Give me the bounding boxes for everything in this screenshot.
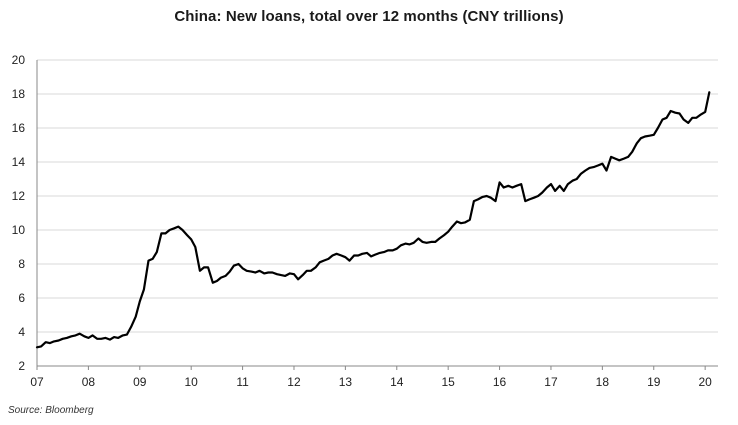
y-tick-label: 20 — [12, 53, 26, 67]
x-tick-label: 20 — [698, 375, 712, 389]
series-line-new-loans — [35, 91, 711, 349]
x-tick-label: 10 — [185, 375, 199, 389]
y-tick-label: 8 — [18, 257, 25, 271]
y-tick-label: 16 — [12, 121, 26, 135]
y-tick-label: 10 — [12, 223, 26, 237]
x-tick-label: 16 — [493, 375, 507, 389]
x-tick-label: 08 — [82, 375, 96, 389]
y-tick-label: 12 — [12, 189, 26, 203]
y-tick-label: 2 — [18, 359, 25, 373]
x-tick-label: 17 — [544, 375, 558, 389]
source-note: Source: Bloomberg — [8, 405, 94, 416]
x-tick-label: 14 — [390, 375, 404, 389]
x-tick-label: 11 — [236, 375, 249, 389]
chart-title: China: New loans, total over 12 months (… — [174, 8, 564, 25]
x-tick-label: 18 — [596, 375, 610, 389]
x-tick-label: 09 — [133, 375, 147, 389]
x-tick-label: 07 — [30, 375, 44, 389]
y-tick-label: 14 — [12, 155, 26, 169]
tick-labels: 2 4 6 8 10 12 14 16 18 20 07 08 09 10 11 12 13 14 15 16 17 18… — [12, 53, 713, 389]
x-tick-label: 19 — [647, 375, 661, 389]
y-tick-label: 18 — [12, 87, 26, 101]
x-tick-label: 13 — [339, 375, 353, 389]
series-layer — [35, 91, 711, 349]
axes — [36, 60, 718, 370]
y-tick-label: 6 — [18, 291, 25, 305]
x-tick-label: 12 — [287, 375, 301, 389]
gridlines — [37, 59, 718, 333]
y-tick-label: 4 — [18, 325, 25, 339]
x-tick-label: 15 — [441, 375, 455, 389]
